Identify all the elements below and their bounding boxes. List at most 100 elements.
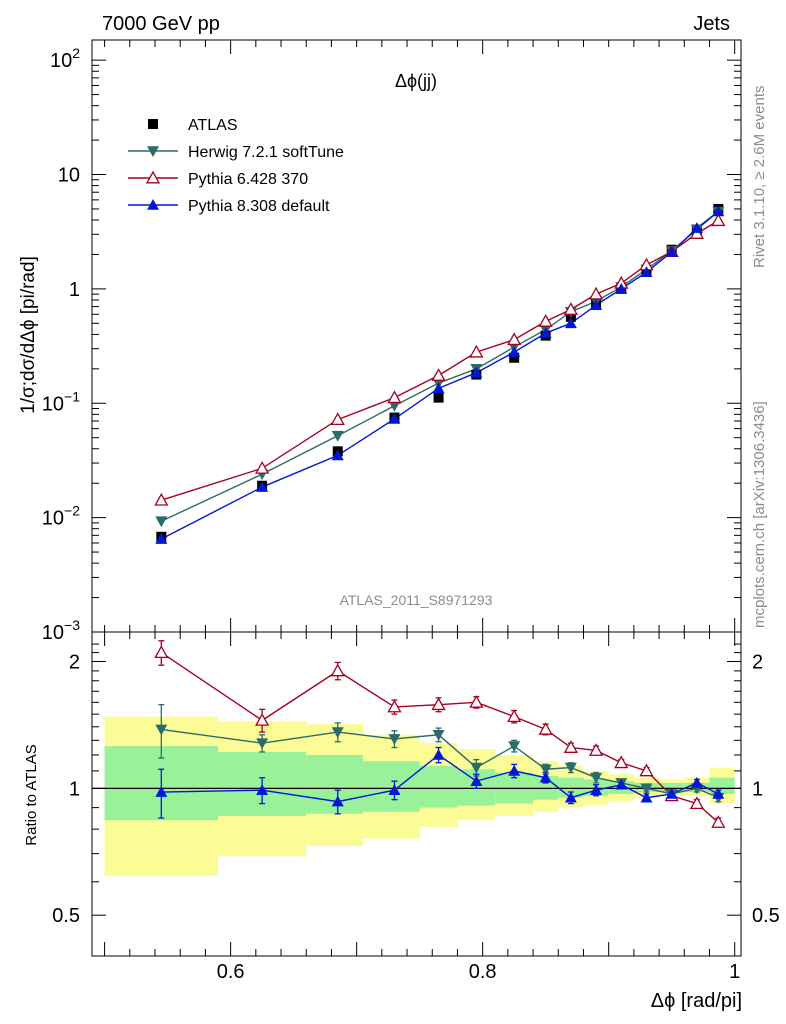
legend: ATLAS Herwig 7.2.1 softTune Pythia 6.428 3… [128, 117, 344, 215]
ratio-panel: 0.5 0.5 1 1 2 2 0.6 0.8 1 Ratio to ATLAS Δϕ [rad… [23, 631, 780, 1012]
ratio-point-pythia-6-428-370 [538, 722, 553, 735]
data-point-pythia-6-428-370 [538, 314, 553, 327]
data-point-atlas [433, 392, 444, 403]
y-tick-label: 10−3 [42, 617, 80, 644]
data-point-pythia-6-428-370 [507, 332, 522, 346]
legend-label-pythia-6-428-370: Pythia 6.428 370 [188, 171, 308, 188]
ratio-point-pythia-6-428-370 [255, 713, 270, 726]
ratio-point-herwig-7-2-1-softtune [432, 729, 445, 741]
x-tick-label: 0.6 [217, 961, 245, 983]
legend-label-atlas: ATLAS [188, 117, 238, 134]
ratio-point-pythia-6-428-370 [563, 740, 578, 753]
legend-marker-pythia-6-428-370 [145, 170, 161, 184]
ratio-point-pythia-8-308-default [564, 791, 577, 803]
ratio-point-herwig-7-2-1-softtune [640, 783, 653, 795]
ratio-plot-content [92, 640, 741, 876]
x-axis-label: Δϕ [rad/pi] [651, 990, 742, 1012]
series-line-pythia-6-428-370 [161, 220, 719, 501]
ratio-point-herwig-7-2-1-softtune [155, 724, 168, 736]
data-point-pythia-8-308-default [432, 382, 445, 394]
data-point-pythia-8-308-default [665, 246, 678, 257]
data-point-pythia-6-428-370 [387, 390, 402, 404]
analysis-watermark: ATLAS_2011_S8971293 [340, 592, 493, 608]
ratio-point-pythia-8-308-default [155, 786, 168, 797]
y-tick-label: 10−2 [42, 503, 80, 530]
ratio-point-pythia-6-428-370 [639, 763, 654, 777]
ratio-point-pythia-8-308-default [470, 775, 483, 786]
ratio-point-herwig-7-2-1-softtune [388, 734, 401, 745]
y-tick-label: 10 [58, 165, 80, 187]
ratio-point-pythia-8-308-default [432, 748, 445, 760]
data-point-herwig-7-2-1-softtune [388, 401, 401, 412]
ratio-point-herwig-7-2-1-softtune [256, 738, 269, 750]
x-tick-label: 1 [729, 961, 740, 983]
ratio-point-pythia-6-428-370 [588, 743, 604, 756]
data-point-pythia-6-428-370 [431, 368, 446, 381]
data-point-atlas [509, 352, 520, 363]
ratio-point-pythia-8-308-default [256, 784, 269, 795]
data-point-pythia-6-428-370 [563, 302, 578, 315]
uncertainty-band-inner [362, 761, 420, 812]
main-plot-content [154, 203, 726, 544]
legend-marker-atlas [148, 119, 158, 129]
y-tick-label: 102 [50, 45, 80, 72]
data-point-pythia-8-308-default [470, 366, 483, 378]
ratio-point-pythia-8-308-default [508, 764, 521, 776]
ratio-y-tick-label-right: 1 [752, 778, 763, 800]
data-point-pythia-8-308-default [388, 412, 401, 424]
ratio-point-pythia-8-308-default [640, 791, 653, 803]
ratio-point-pythia-8-308-default [690, 776, 703, 788]
data-point-pythia-6-428-370 [255, 460, 270, 474]
ratio-point-herwig-7-2-1-softtune [539, 764, 552, 776]
beam-label: 7000 GeV pp [102, 13, 220, 35]
data-point-pythia-8-308-default [712, 205, 725, 217]
ratio-point-pythia-8-308-default [665, 787, 678, 799]
ratio-point-pythia-8-308-default [712, 787, 725, 799]
mcplots-label: mcplots.cern.ch [arXiv:1306.3436] [751, 401, 768, 628]
ratio-y-axis-label: Ratio to ATLAS [23, 744, 40, 845]
legend-marker-herwig-7-2-1-softtune [147, 146, 159, 157]
legend-label-herwig-7-2-1-softtune: Herwig 7.2.1 softTune [188, 144, 344, 161]
ratio-point-pythia-6-428-370 [330, 663, 345, 677]
data-point-pythia-6-428-370 [330, 412, 345, 426]
ratio-y-tick-label: 0.5 [52, 905, 80, 927]
data-point-pythia-8-308-default [590, 299, 603, 311]
ratio-point-pythia-8-308-default [331, 795, 344, 807]
ratio-point-herwig-7-2-1-softtune [508, 741, 521, 753]
main-panel: 10−3 10−2 10−1 1 10 102 Δϕ(jj) ATLAS_2011_S89… [18, 39, 742, 644]
ratio-point-pythia-6-428-370 [614, 755, 629, 769]
data-point-herwig-7-2-1-softtune [331, 430, 344, 442]
ratio-point-pythia-6-428-370 [689, 796, 704, 810]
data-point-pythia-8-308-default [690, 222, 703, 233]
ratio-y-tick-label: 2 [69, 652, 80, 674]
legend-label-pythia-8-308-default: Pythia 8.308 default [188, 198, 330, 215]
ratio-frame [91, 631, 742, 957]
ratio-y-tick-label-right: 0.5 [752, 905, 780, 927]
uncertainty-band-inner [419, 765, 458, 808]
ratio-point-herwig-7-2-1-softtune [590, 772, 603, 784]
ratio-point-pythia-6-428-370 [154, 645, 169, 659]
ratio-point-herwig-7-2-1-softtune [564, 762, 577, 774]
process-label: Jets [693, 13, 730, 35]
data-point-pythia-6-428-370 [469, 344, 484, 358]
uncertainty-band-inner [659, 782, 685, 793]
data-point-herwig-7-2-1-softtune [155, 516, 168, 528]
data-point-pythia-6-428-370 [711, 213, 726, 227]
chart-title: Δϕ(jj) [395, 71, 437, 91]
ratio-point-herwig-7-2-1-softtune [470, 762, 483, 774]
main-axes: 10−3 10−2 10−1 1 10 102 [42, 40, 741, 644]
y-tick-label: 1 [69, 279, 80, 301]
ratio-point-pythia-8-308-default [590, 784, 603, 795]
y-tick-label: 10−1 [42, 388, 80, 415]
data-point-pythia-8-308-default [155, 533, 168, 544]
ratio-point-pythia-8-308-default [539, 771, 552, 783]
ratio-point-pythia-6-428-370 [387, 699, 402, 713]
data-point-pythia-8-308-default [256, 481, 269, 492]
data-point-pythia-8-308-default [331, 449, 344, 461]
ratio-point-pythia-6-428-370 [507, 709, 522, 723]
ratio-y-tick-label: 1 [69, 778, 80, 800]
ratio-point-pythia-8-308-default [615, 778, 628, 790]
ratio-point-herwig-7-2-1-softtune [331, 727, 344, 739]
ratio-point-pythia-8-308-default [388, 784, 401, 795]
